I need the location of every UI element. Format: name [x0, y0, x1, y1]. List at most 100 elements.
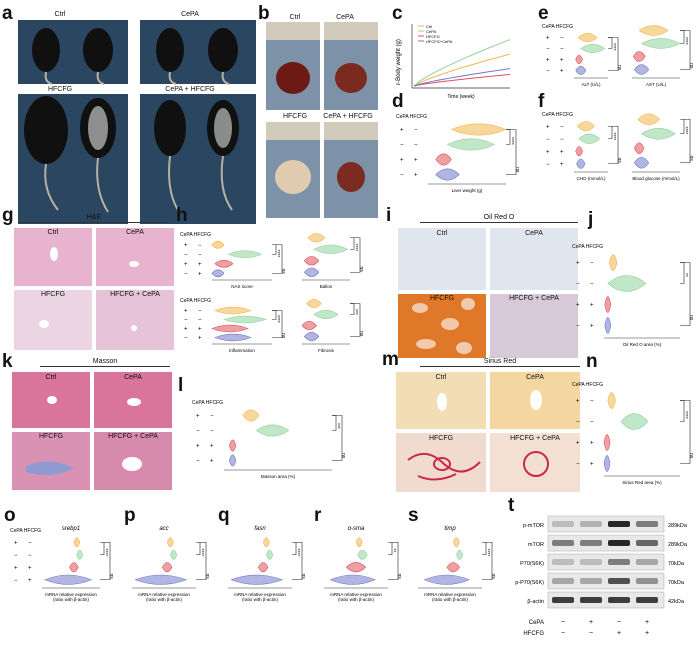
blot-strip [547, 553, 665, 571]
group-label: CePA + HFCFG [165, 86, 215, 93]
group-label: Ctrl [436, 230, 448, 237]
x-axis-label: Masson area (%) [261, 474, 296, 479]
sign-hfcfg: + [560, 58, 564, 64]
violin-shape [632, 51, 646, 62]
x-axis-label: (ratio with β-actin) [53, 597, 89, 602]
sig-bracket [100, 541, 111, 581]
sign-hfcfg: + [590, 441, 594, 447]
sign-hfcfg: − [560, 47, 564, 53]
violin-shape [73, 537, 81, 548]
group-header: CePA HFCFG [192, 400, 223, 406]
sig-bracket [482, 541, 493, 581]
sign-hfcfg: + [560, 149, 564, 155]
violin-chart: timp **** ns mRNA relative expression (ratio… [412, 522, 500, 602]
panel-label-p: p [124, 505, 136, 526]
sign-cepa: − [14, 553, 18, 559]
group-label: HFCFG + CePA [510, 435, 560, 442]
violin-shape [607, 392, 616, 409]
group-header: CePA HFCFG [572, 382, 603, 388]
sig-star: **** [274, 250, 280, 258]
blot-strip [547, 534, 665, 552]
group-header: CePA HFCFG [10, 528, 41, 534]
violin-plot: CePA HFCFG + − − − + + − + **** ns CHO (mmol/L) [542, 112, 622, 181]
sig-star: **** [508, 137, 514, 145]
group-header: CePA HFCFG [542, 112, 573, 118]
x-axis-label: ALT (U/L) [581, 82, 601, 87]
violin-shape [575, 55, 583, 64]
protein-label: mTOR [528, 542, 544, 548]
violin-shape [607, 275, 647, 292]
x-axis-label: (ratio with β-actin) [432, 597, 468, 602]
blot-band [636, 559, 658, 565]
violin-shape [242, 409, 260, 422]
violin-plot: **** ns AST (U/L) [632, 25, 694, 87]
sign-hfcfg: + [560, 69, 564, 75]
violin-shape [211, 240, 225, 249]
gene-name: fasn [254, 526, 266, 532]
sig-star: **** [352, 244, 358, 252]
violin-shape [301, 321, 317, 330]
violin-shape [313, 244, 349, 254]
histology-he [14, 228, 174, 350]
violin-shape [604, 317, 612, 334]
violin-plot: *** ns Fibrosis [301, 299, 364, 353]
panel-label-g: g [2, 205, 14, 226]
sign-hfcfg: + [414, 173, 418, 179]
blot-band [608, 559, 630, 565]
sign-hfcfg: − [28, 553, 32, 559]
blot-band [636, 578, 658, 584]
violin-shape [638, 25, 669, 36]
blot-band [580, 597, 602, 603]
mouse-photos [18, 20, 256, 224]
sign-hfcfg: − [210, 414, 214, 420]
group-header: CePA HFCFG [180, 298, 211, 304]
sign-hfcfg: − [590, 282, 594, 288]
group-header: CePA HFCFG [572, 244, 603, 250]
protein-label: P70(S6K) [520, 561, 544, 567]
sign-cepa: − [184, 252, 188, 258]
sig-star: *** [352, 309, 358, 315]
panel-label-f: f [538, 91, 545, 112]
blot-band [580, 540, 602, 546]
treatment-sign: − [617, 619, 621, 626]
x-axis-label: mRNA relative expression [138, 592, 190, 597]
sign-hfcfg: − [414, 143, 418, 149]
group-label: HFCFG + CePA [110, 291, 160, 298]
panel-label-k: k [2, 351, 13, 372]
blot-band [608, 540, 630, 546]
treatment-sign: + [645, 630, 649, 637]
violin-chart: **** ns Ballon [296, 228, 368, 294]
x-axis-label: NAS score [231, 284, 253, 289]
violin-shape [229, 454, 237, 467]
sig-star: **** [294, 549, 300, 557]
stain-title: Oil Red O [420, 214, 578, 223]
sig-bracket [272, 310, 283, 338]
sig-bracket [680, 30, 691, 70]
stain-title: Masson [40, 358, 170, 367]
sign-hfcfg: + [414, 158, 418, 164]
violin-shape [263, 537, 270, 548]
sign-hfcfg: − [28, 540, 32, 546]
panel-label-c: c [392, 3, 403, 24]
sig-star: **** [274, 315, 280, 323]
sign-cepa: + [184, 243, 188, 249]
violin-shape [167, 537, 174, 548]
violin-chart: CePA HFCFG + − − − + + − + **** ns Liver weight (g) [394, 110, 524, 198]
violin-shape [255, 424, 290, 437]
violin-shape [577, 33, 598, 42]
group-label: HFCFG [38, 433, 64, 440]
sign-cepa: − [546, 137, 550, 143]
sign-cepa: + [546, 36, 550, 42]
sign-cepa: + [400, 158, 404, 164]
treatment-sign: + [617, 630, 621, 637]
sign-hfcfg: − [560, 36, 564, 42]
sign-hfcfg: + [198, 327, 202, 333]
treatment-sign: − [589, 630, 593, 637]
sig-ns: ns [358, 267, 364, 273]
violin-shape [609, 254, 618, 271]
x-axis-label: (ratio with β-actin) [338, 597, 374, 602]
x-axis-label: mRNA relative expression [330, 592, 382, 597]
sign-hfcfg: − [560, 124, 564, 130]
violin-plot: CePA HFCFG + − − − + + − + **** ns NAS score [180, 232, 286, 289]
violin-shape [134, 574, 188, 585]
